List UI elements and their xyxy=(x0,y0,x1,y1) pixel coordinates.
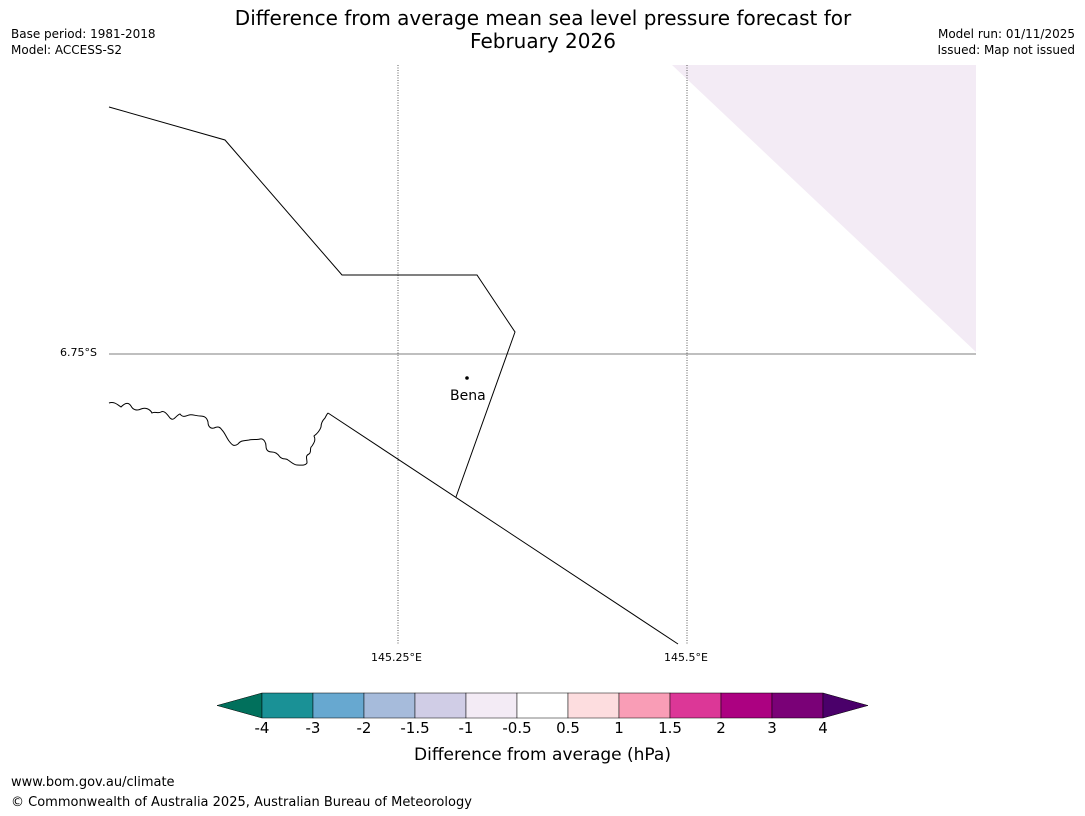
colorbar-tick-label: -0.5 xyxy=(502,719,532,737)
model-name: Model: ACCESS-S2 xyxy=(11,43,123,57)
longitude-label-1: 145.25°E xyxy=(371,651,422,664)
colorbar-swatch xyxy=(618,692,671,719)
colorbar-tick-label: -1.5 xyxy=(400,719,430,737)
colorbar-tick-label: -4 xyxy=(254,719,270,737)
base-period: Base period: 1981-2018 xyxy=(11,27,156,41)
latitude-label: 6.75°S xyxy=(60,346,97,359)
colorbar-tick-label: 3 xyxy=(767,719,777,737)
colorbar-swatch xyxy=(312,692,365,719)
colorbar-tick-label: -1 xyxy=(458,719,474,737)
colorbar-extend-low xyxy=(216,692,263,719)
colorbar-tick-label: 2 xyxy=(716,719,726,737)
colorbar-swatch xyxy=(261,692,314,719)
footer-copyright: © Commonwealth of Australia 2025, Austra… xyxy=(11,795,472,810)
colorbar-extend-high xyxy=(822,692,869,719)
river-boundary xyxy=(108,402,329,466)
longitude-label-2: 145.5°E xyxy=(664,651,708,664)
meta-left: Base period: 1981-2018 Model: ACCESS-S2 xyxy=(11,26,156,58)
map-title-line-1: Difference from average mean sea level p… xyxy=(234,6,852,30)
colorbar-swatch xyxy=(414,692,467,719)
colorbar-swatches xyxy=(216,692,869,719)
colorbar-swatch xyxy=(465,692,518,719)
colorbar-tick-label: 0.5 xyxy=(556,719,580,737)
model-run: Model run: 01/11/2025 xyxy=(937,27,1075,41)
place-marker xyxy=(465,376,469,380)
colorbar-tick-label: -3 xyxy=(305,719,321,737)
colorbar-swatch xyxy=(516,692,569,719)
colorbar-swatch xyxy=(567,692,620,719)
colorbar-tick-label: -2 xyxy=(356,719,372,737)
colorbar-tick-label: 1 xyxy=(614,719,624,737)
colorbar-swatch xyxy=(363,692,416,719)
map-title-line-2: February 2026 xyxy=(470,29,616,53)
colorbar-swatch xyxy=(669,692,722,719)
colorbar-swatch xyxy=(771,692,824,719)
footer-url: www.bom.gov.au/climate xyxy=(11,775,175,790)
province-boundary xyxy=(108,106,516,498)
colorbar-title: Difference from average (hPa) xyxy=(414,745,671,765)
colorbar-swatch xyxy=(720,692,773,719)
place-label-bena: Bena xyxy=(450,388,486,404)
issued-status: Issued: Map not issued xyxy=(937,43,1075,57)
map-title: Difference from average mean sea level p… xyxy=(200,7,886,53)
colorbar-tick-label: 1.5 xyxy=(658,719,682,737)
meta-right: Model run: 01/11/2025 Issued: Map not is… xyxy=(937,26,1075,58)
province-boundary-south xyxy=(327,412,679,645)
colorbar-tick-label: 4 xyxy=(818,719,828,737)
pressure-anomaly-region xyxy=(672,65,976,352)
